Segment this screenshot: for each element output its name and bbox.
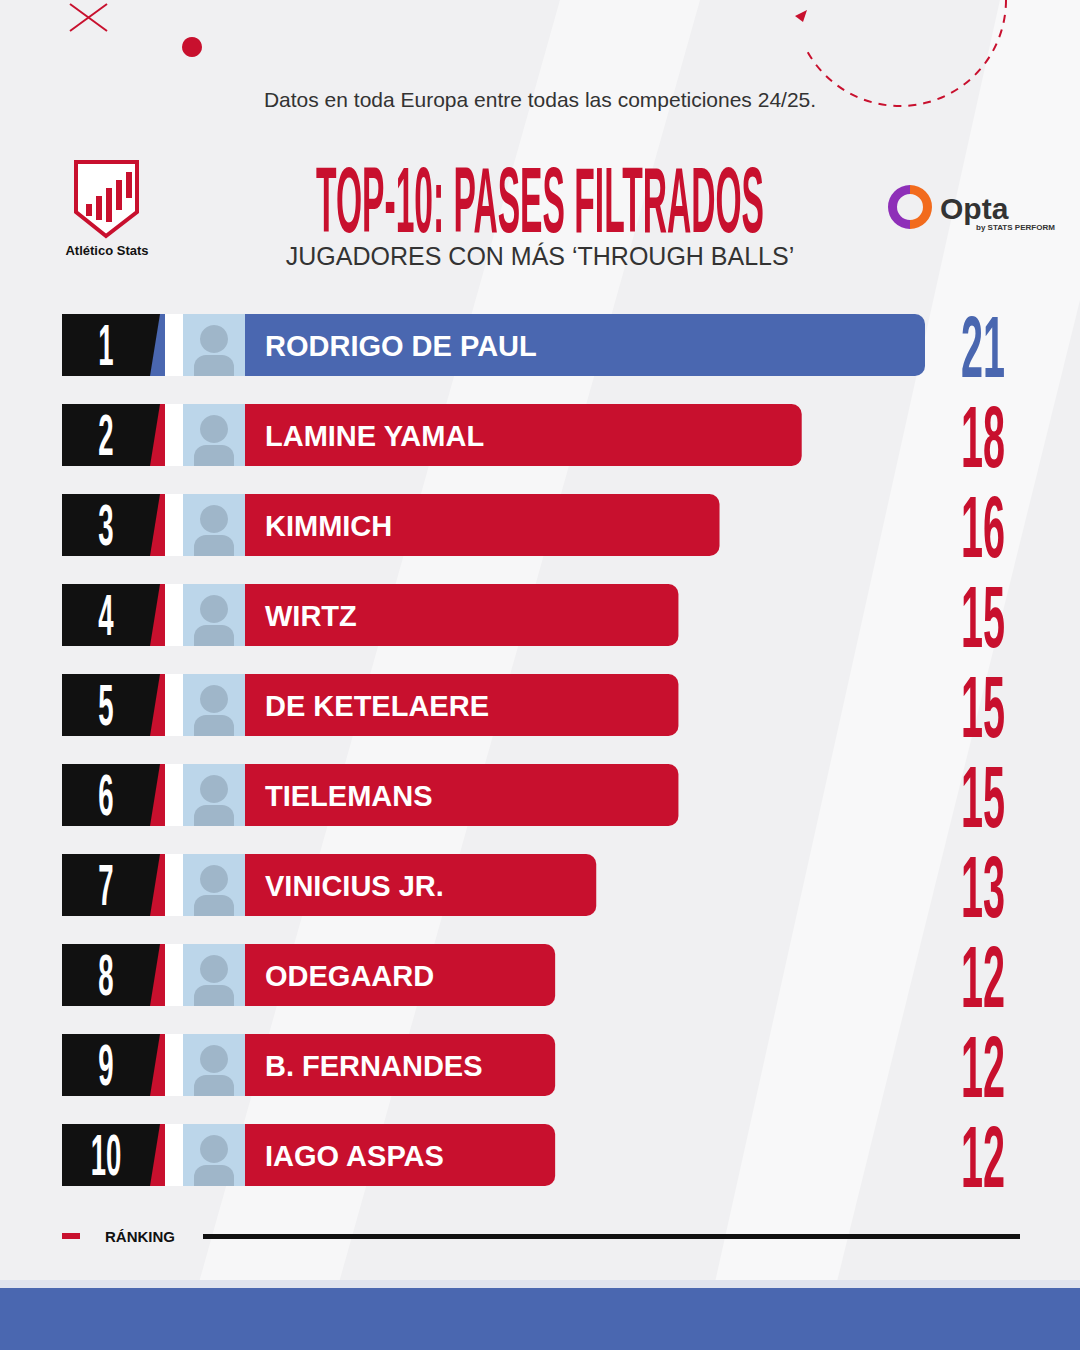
svg-text:8: 8: [98, 942, 113, 1007]
svg-text:JUGADORES CON MÁS ‘THROUGH BAL: JUGADORES CON MÁS ‘THROUGH BALLS’: [286, 242, 794, 270]
svg-text:Atlético Stats: Atlético Stats: [65, 243, 148, 258]
svg-text:B. FERNANDES: B. FERNANDES: [265, 1050, 483, 1082]
svg-text:2: 2: [98, 402, 113, 467]
svg-text:12: 12: [961, 1019, 1005, 1115]
svg-text:WIRTZ: WIRTZ: [265, 600, 357, 632]
svg-text:KIMMICH: KIMMICH: [265, 510, 392, 542]
svg-text:4: 4: [98, 582, 113, 647]
svg-text:LAMINE YAMAL: LAMINE YAMAL: [265, 420, 484, 452]
svg-text:5: 5: [98, 672, 113, 737]
svg-text:VINICIUS JR.: VINICIUS JR.: [265, 870, 444, 902]
svg-text:IAGO ASPAS: IAGO ASPAS: [265, 1140, 444, 1172]
svg-text:12: 12: [961, 929, 1005, 1025]
svg-text:TOP-10: PASES FILTRADOS: TOP-10: PASES FILTRADOS: [316, 148, 764, 252]
svg-text:Opta: Opta: [940, 192, 1009, 225]
svg-text:RÁNKING: RÁNKING: [105, 1228, 175, 1245]
svg-text:16: 16: [961, 479, 1005, 575]
svg-text:RODRIGO DE PAUL: RODRIGO DE PAUL: [265, 330, 537, 362]
svg-text:1: 1: [98, 312, 113, 377]
svg-text:13: 13: [961, 839, 1005, 935]
svg-text:15: 15: [961, 569, 1005, 665]
svg-text:10: 10: [91, 1122, 122, 1187]
svg-text:3: 3: [98, 492, 113, 557]
svg-text:Datos en toda Europa entre tod: Datos en toda Europa entre todas las com…: [264, 88, 816, 111]
svg-text:DE KETELAERE: DE KETELAERE: [265, 690, 489, 722]
svg-text:18: 18: [961, 389, 1005, 485]
svg-text:6: 6: [98, 762, 113, 827]
svg-text:7: 7: [98, 852, 113, 917]
svg-text:9: 9: [98, 1032, 113, 1097]
svg-text:ODEGAARD: ODEGAARD: [265, 960, 434, 992]
svg-text:21: 21: [961, 299, 1005, 395]
svg-text:by STATS PERFORM: by STATS PERFORM: [976, 223, 1055, 232]
svg-text:15: 15: [961, 659, 1005, 755]
svg-text:TIELEMANS: TIELEMANS: [265, 780, 433, 812]
svg-text:12: 12: [961, 1109, 1005, 1205]
svg-text:15: 15: [961, 749, 1005, 845]
